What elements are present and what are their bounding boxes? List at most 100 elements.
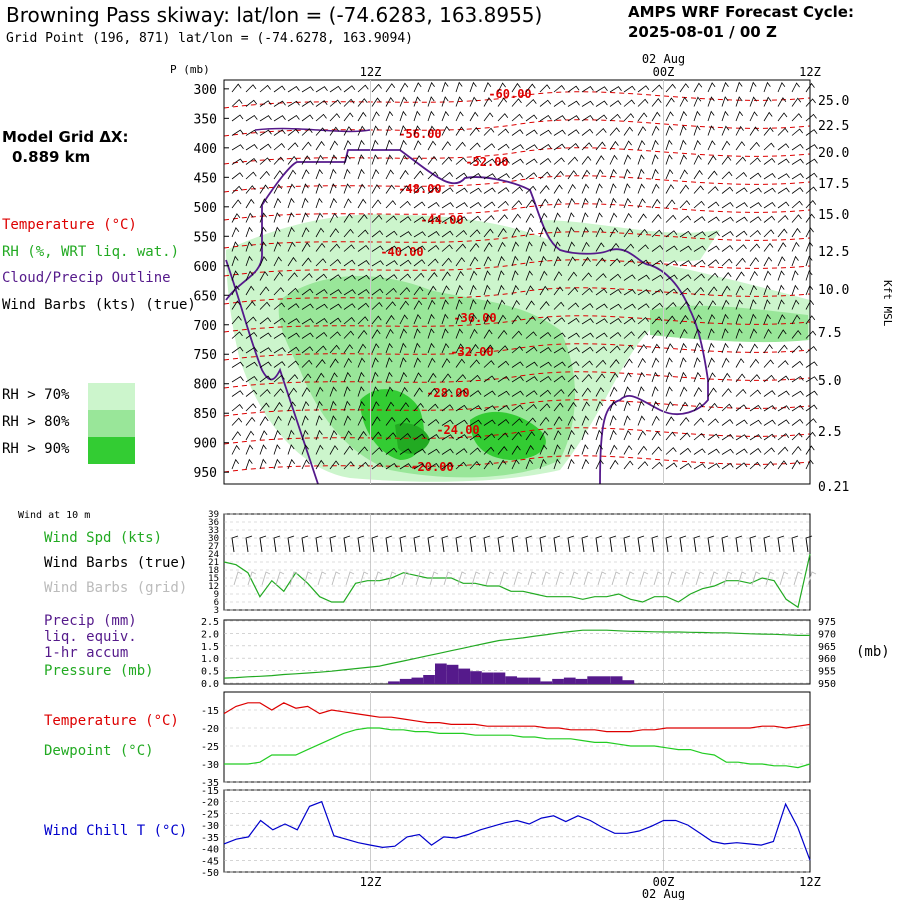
wind-barb xyxy=(721,328,729,339)
wind-barb xyxy=(693,259,706,267)
wind-barb xyxy=(805,158,818,165)
wind-barb-grid xyxy=(513,571,523,586)
wind-barb xyxy=(511,113,523,122)
wind-barb xyxy=(637,183,645,194)
wind-barb xyxy=(707,216,720,223)
wind-barb xyxy=(497,299,506,310)
wind-barb xyxy=(735,404,748,412)
wind-barb xyxy=(245,129,258,136)
wind-barb xyxy=(301,183,309,194)
wind-barb xyxy=(749,230,761,238)
wind-barb xyxy=(791,113,803,122)
wind-barb xyxy=(301,387,311,397)
wind-barb xyxy=(413,272,425,281)
wind-barb xyxy=(245,361,258,368)
wind-barb xyxy=(413,372,422,383)
wind-barb xyxy=(497,227,507,238)
wind-barb xyxy=(413,245,426,252)
temperature-contour xyxy=(223,91,811,109)
wind-barb-true xyxy=(721,535,729,553)
wind-barb xyxy=(455,313,463,325)
wind-barb xyxy=(805,445,815,455)
wind-barb xyxy=(525,300,535,310)
wind-barb xyxy=(497,329,508,339)
wind-barb xyxy=(609,429,617,441)
wind-barb xyxy=(553,241,561,252)
precip-bar xyxy=(528,677,541,684)
wind-barb xyxy=(805,255,813,267)
wind-barb xyxy=(791,314,801,325)
wind-barb xyxy=(665,301,677,310)
wind-barb xyxy=(455,111,464,122)
wind-barb xyxy=(693,139,701,151)
wind-barb xyxy=(693,231,706,238)
wind-barb xyxy=(455,172,468,180)
wind-barb xyxy=(609,372,619,383)
wind-barb xyxy=(791,173,804,180)
wind-barb xyxy=(693,342,701,354)
wind-barb xyxy=(637,430,647,441)
wind-barb xyxy=(679,139,687,151)
wind-barb xyxy=(595,183,603,194)
wind-barb xyxy=(483,127,495,136)
temperature-contour xyxy=(223,427,811,445)
wind-barb xyxy=(693,433,706,441)
wind-barb xyxy=(637,445,648,455)
wind-barb-grid xyxy=(457,571,467,586)
wind-barb xyxy=(679,357,687,368)
wind-barb xyxy=(413,110,421,122)
wind-barb-true xyxy=(469,535,477,553)
wind-barb-true xyxy=(567,535,575,553)
wind-barb xyxy=(735,434,748,441)
wind-barb xyxy=(511,213,522,223)
wind-barb xyxy=(413,216,426,223)
wind-barb xyxy=(301,401,310,412)
wind-barb xyxy=(665,288,678,296)
wind-barb xyxy=(707,272,719,281)
wind-barb xyxy=(679,154,688,165)
wind-barb xyxy=(273,170,284,180)
wind-barb xyxy=(623,99,636,107)
wind-barb-grid xyxy=(415,571,425,586)
wind-barb xyxy=(707,463,720,470)
wind-barb xyxy=(665,214,677,223)
wind-barb xyxy=(651,343,661,354)
wind-barb xyxy=(721,81,729,93)
wind-barb xyxy=(651,244,664,252)
wind-barb xyxy=(427,299,436,310)
wind-barb xyxy=(357,183,366,194)
wind-barb xyxy=(525,270,533,281)
wind-barb xyxy=(483,375,496,383)
wind-barb xyxy=(679,386,688,397)
wind-barb xyxy=(595,303,608,310)
wind-barb xyxy=(497,173,510,180)
wind-barb xyxy=(497,390,510,397)
precip-tick-label: 1.0 xyxy=(201,654,219,665)
wind-barb xyxy=(735,244,747,252)
wind-barb xyxy=(735,202,748,209)
wind-barb xyxy=(637,461,649,470)
wind-barb xyxy=(693,328,702,339)
wind-barb xyxy=(427,231,440,238)
wind-barb xyxy=(231,114,244,122)
wind-barb xyxy=(623,274,636,281)
wind-barb xyxy=(763,419,776,426)
wind-barb xyxy=(231,285,240,296)
wind-barb xyxy=(273,287,285,296)
wind-barb xyxy=(539,212,548,223)
rh80-label: RH > 80% xyxy=(2,414,70,430)
wind-barb xyxy=(371,245,384,252)
precip-bar xyxy=(563,677,576,684)
wind-barb xyxy=(497,432,509,441)
precip-bar xyxy=(517,677,529,684)
wind-barb xyxy=(791,329,802,339)
pressure-tick-label: 975 xyxy=(818,617,836,628)
wind-barb xyxy=(455,216,468,223)
wind-barb xyxy=(581,142,593,151)
wind-barb xyxy=(427,272,438,281)
wind-barb-grid xyxy=(387,571,397,586)
wind-barb xyxy=(371,199,382,209)
wind-barb xyxy=(539,185,550,194)
wind-barb xyxy=(567,415,576,426)
wind-barb xyxy=(735,462,748,470)
